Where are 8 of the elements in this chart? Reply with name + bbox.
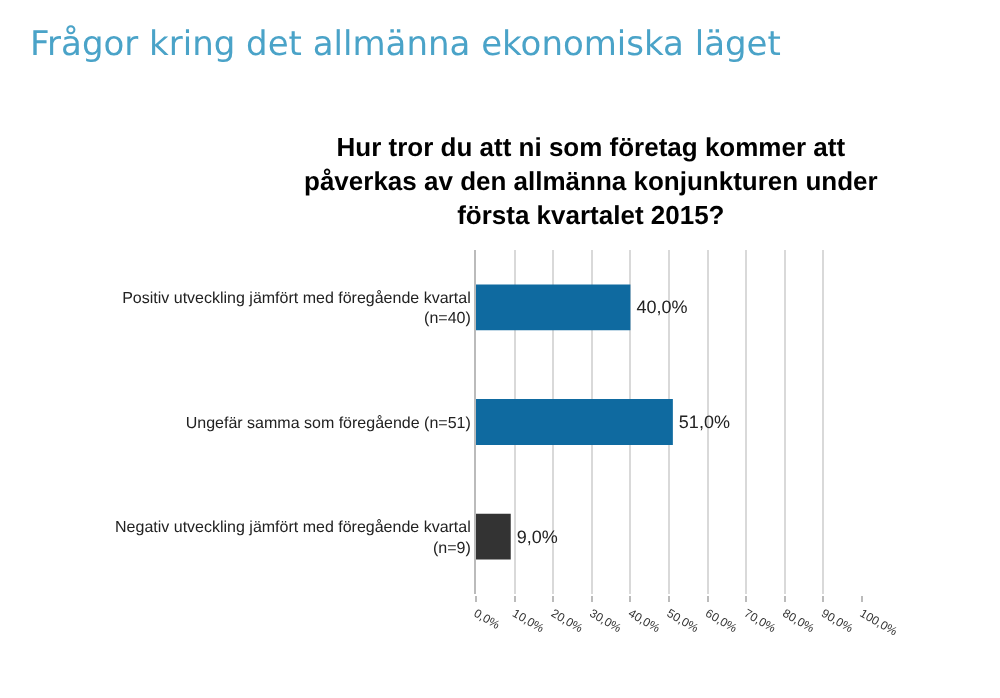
chart-title: Frågor kring det allmänna ekonomiska läget bbox=[30, 25, 782, 66]
y-tick-label: Ungefär samma som föregående (n=51) bbox=[185, 413, 472, 432]
chart-subtitle: Hur tror du att ni som företag kommer att påverkas av den allmänna konjunkturen under första kvartalet 2015? bbox=[304, 132, 878, 230]
y-tick-label: Positiv utveckling jämfört med föregående kvartal (n=40) bbox=[122, 288, 472, 328]
y-tick-label: Negativ utveckling jämfört med föregående kvartal (n=9) bbox=[115, 517, 472, 557]
data-label: 40,0% bbox=[636, 297, 688, 318]
data-label: 9,0% bbox=[516, 526, 558, 547]
data-label: 51,0% bbox=[678, 412, 730, 432]
